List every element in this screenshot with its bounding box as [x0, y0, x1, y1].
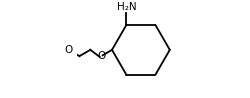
Text: O: O: [64, 45, 73, 55]
Text: H₂N: H₂N: [117, 2, 136, 12]
Text: O: O: [97, 51, 105, 61]
